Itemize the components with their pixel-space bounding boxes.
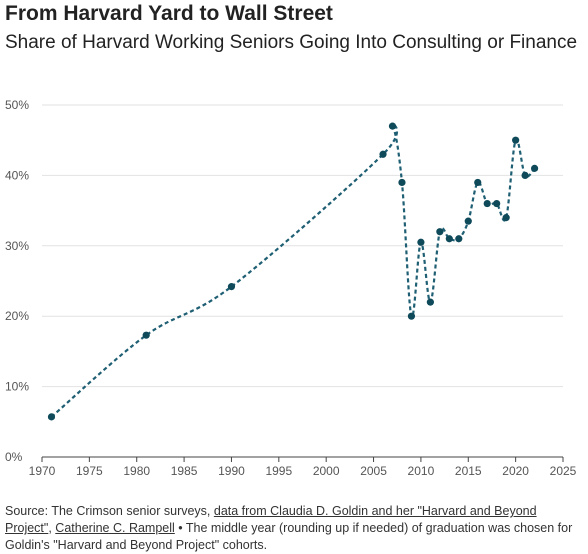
source-suffix: • The middle year (rounding up if needed…	[5, 521, 573, 552]
data-point[interactable]	[426, 298, 434, 306]
x-tick-label: 2020	[502, 464, 529, 478]
data-point[interactable]	[142, 331, 150, 339]
series-line	[50, 123, 536, 418]
source-prefix: Source: The Crimson senior surveys,	[5, 504, 214, 518]
x-tick-label: 1990	[218, 464, 245, 478]
data-point[interactable]	[483, 199, 491, 208]
data-point[interactable]	[455, 235, 463, 243]
data-point[interactable]	[379, 150, 387, 158]
y-tick-label: 50%	[5, 98, 29, 112]
data-point[interactable]	[474, 178, 482, 187]
y-axis-tick-labels: 0% 10% 20% 30% 40% 50%	[5, 98, 29, 464]
x-tick-label: 1985	[171, 464, 198, 478]
x-tick-label: 2005	[360, 464, 387, 478]
x-tick-label: 1975	[76, 464, 103, 478]
y-tick-label: 0%	[5, 450, 23, 464]
source-note: Source: The Crimson senior surveys, data…	[5, 503, 583, 554]
x-tick-label: 1995	[265, 464, 292, 478]
chart-title: From Harvard Yard to Wall Street	[5, 2, 333, 25]
data-point[interactable]	[464, 217, 472, 225]
x-tick-label: 2010	[408, 464, 435, 478]
y-tick-label: 30%	[5, 239, 29, 253]
x-tick-label: 2025	[550, 464, 577, 478]
data-point[interactable]	[398, 178, 406, 187]
source-link-rampell[interactable]: Catherine C. Rampell	[55, 521, 175, 535]
x-tick-label: 2015	[455, 464, 482, 478]
x-tick-label: 1970	[29, 464, 56, 478]
y-tick-label: 40%	[5, 168, 29, 182]
line-chart: 0%10%20%30%40%50% 1970 1975 1980 1985 1990 19…	[5, 98, 577, 478]
y-tick-label: 20%	[5, 309, 29, 323]
source-separator: ,	[48, 521, 56, 535]
x-axis-ticks	[41, 457, 564, 462]
y-tick-label: 10%	[5, 380, 29, 394]
data-point[interactable]	[436, 228, 444, 236]
data-point[interactable]	[407, 312, 416, 320]
data-point[interactable]	[227, 283, 236, 291]
x-axis-tick-labels: 1970 1975 1980 1985 1990 1995 2000 2005 2010 2015…	[29, 464, 577, 478]
source-link-goldin[interactable]: data from Claudia D. Goldin and her "Har…	[5, 504, 537, 535]
gridlines	[42, 104, 563, 458]
data-point[interactable]	[388, 122, 397, 130]
x-tick-label: 1980	[123, 464, 150, 478]
data-point[interactable]	[530, 164, 539, 172]
data-point[interactable]	[493, 199, 501, 208]
data-point[interactable]	[47, 413, 56, 421]
data-point[interactable]	[502, 214, 510, 222]
data-point[interactable]	[512, 136, 520, 144]
data-point[interactable]	[417, 238, 425, 246]
x-tick-label: 2000	[313, 464, 340, 478]
data-series	[47, 122, 539, 421]
chart-subtitle: Share of Harvard Working Seniors Going I…	[5, 32, 578, 53]
data-point[interactable]	[521, 171, 529, 179]
data-point[interactable]	[445, 235, 453, 243]
